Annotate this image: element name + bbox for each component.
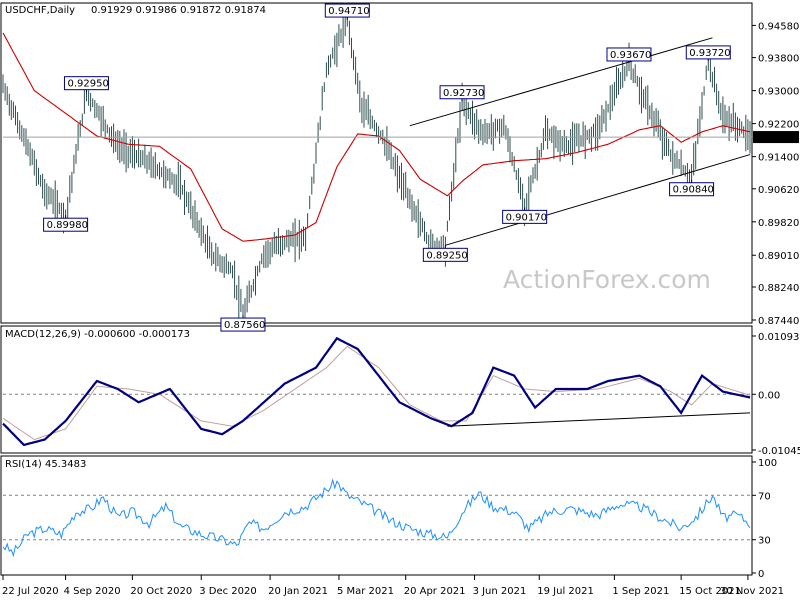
price-y-tick-label: 0.88240 (758, 283, 799, 294)
price-annotation-label: 0.93720 (689, 48, 730, 59)
price-annotation-label: 0.90840 (673, 185, 714, 196)
macd-panel (0, 325, 753, 454)
macd-title: MACD(12,26,9) -0.000600 -0.000173 (5, 329, 190, 340)
ohlc-header: 0.91929 0.91986 0.91872 0.91874 (91, 5, 266, 16)
price-annotation-label: 0.93670 (610, 50, 651, 61)
price-annotation-label: 0.89980 (47, 220, 88, 231)
price-y-tick-label: 0.92200 (758, 120, 799, 131)
price-annotation-label: 0.94710 (328, 6, 369, 17)
macd-y-tick-label: 0.00 (758, 390, 780, 401)
price-y-tick-label: 0.93000 (758, 87, 799, 98)
x-tick-label: 30 Nov 2021 (720, 586, 784, 597)
x-tick-label: 20 Oct 2020 (130, 586, 192, 597)
price-annotation-label: 0.87560 (224, 320, 265, 331)
price-title: USDCHF,Daily (5, 5, 75, 16)
price-y-tick-label: 0.87440 (758, 316, 799, 327)
x-tick-label: 20 Jan 2021 (268, 586, 328, 597)
rsi-line (2, 478, 751, 558)
x-tick-label: 22 Jul 2020 (2, 586, 59, 597)
macd-signal-line (2, 345, 751, 441)
macd-line (2, 336, 751, 447)
channel-trendline (445, 154, 751, 246)
x-tick-label: 3 Jun 2021 (473, 586, 527, 597)
x-tick-label: 20 Apr 2021 (404, 586, 466, 597)
rsi-y-tick-label: 70 (758, 491, 771, 502)
current-price-tag (753, 131, 799, 144)
macd-layer (2, 336, 751, 447)
price-y-tick-label: 0.89010 (758, 251, 799, 262)
watermark: ActionForex.com (503, 265, 711, 294)
price-annotation-label: 0.92730 (443, 88, 484, 99)
price-layer: 0.94710 0.92950 0.89980 0.87560 0.92730 0.892… (2, 2, 752, 332)
axis-layer: 0.94580 0.93800 0.93000 0.92200 0.91400 0.906… (2, 21, 800, 597)
price-y-tick-label: 0.90620 (758, 185, 799, 196)
x-tick-label: 19 Jul 2021 (537, 586, 594, 597)
rsi-y-tick-label: 100 (758, 458, 777, 469)
rsi-layer (2, 478, 751, 558)
price-annotation-label: 0.89250 (426, 250, 467, 261)
macd-trendline (447, 412, 751, 427)
macd-y-tick-label: -0.010459 (758, 446, 800, 457)
x-tick-label: 15 Oct 2021 (679, 586, 741, 597)
channel-trendline (409, 37, 713, 127)
x-tick-label: 1 Sep 2021 (612, 586, 669, 597)
rsi-title: RSI(14) 45.3483 (5, 459, 86, 470)
price-y-tick-label: 0.91400 (758, 153, 799, 164)
x-tick-label: 4 Sep 2020 (64, 586, 121, 597)
x-tick-label: 5 Mar 2021 (337, 586, 394, 597)
macd-y-tick-label: 0.010935 (758, 332, 800, 343)
price-y-tick-label: 0.94580 (758, 21, 799, 32)
price-y-tick-label: 0.93800 (758, 54, 799, 65)
price-y-tick-label: 0.89820 (758, 218, 799, 229)
x-tick-label: 3 Dec 2020 (199, 586, 257, 597)
rsi-panel (0, 455, 753, 576)
moving-average-line (2, 32, 751, 242)
price-annotation-label: 0.90170 (506, 212, 547, 223)
rsi-y-tick-label: 0 (758, 569, 764, 580)
rsi-y-tick-label: 30 (758, 536, 771, 547)
price-annotation-label: 0.92950 (67, 79, 108, 90)
current-price-label: 0.91874 (757, 133, 798, 144)
